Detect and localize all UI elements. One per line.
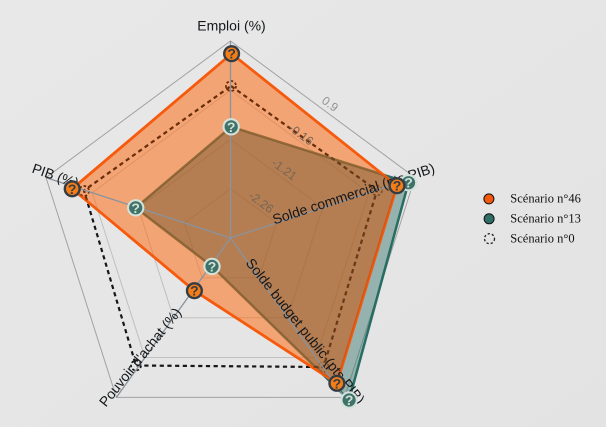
svg-text:?: ?	[208, 258, 217, 274]
svg-text:?: ?	[333, 375, 342, 391]
svg-text:?: ?	[227, 119, 236, 135]
svg-text:?: ?	[227, 46, 236, 62]
svg-text:?: ?	[131, 200, 140, 216]
svg-text:Emploi (%): Emploi (%)	[197, 18, 265, 34]
svg-text:?: ?	[190, 283, 199, 299]
svg-text:?: ?	[345, 392, 354, 408]
svg-text:Scénario n°13: Scénario n°13	[510, 212, 581, 226]
svg-text:?: ?	[68, 181, 77, 197]
svg-text:?: ?	[393, 178, 402, 194]
svg-text:Scénario n°0: Scénario n°0	[510, 232, 574, 246]
svg-text:Scénario n°46: Scénario n°46	[510, 192, 581, 206]
svg-text:?: ?	[404, 175, 413, 191]
